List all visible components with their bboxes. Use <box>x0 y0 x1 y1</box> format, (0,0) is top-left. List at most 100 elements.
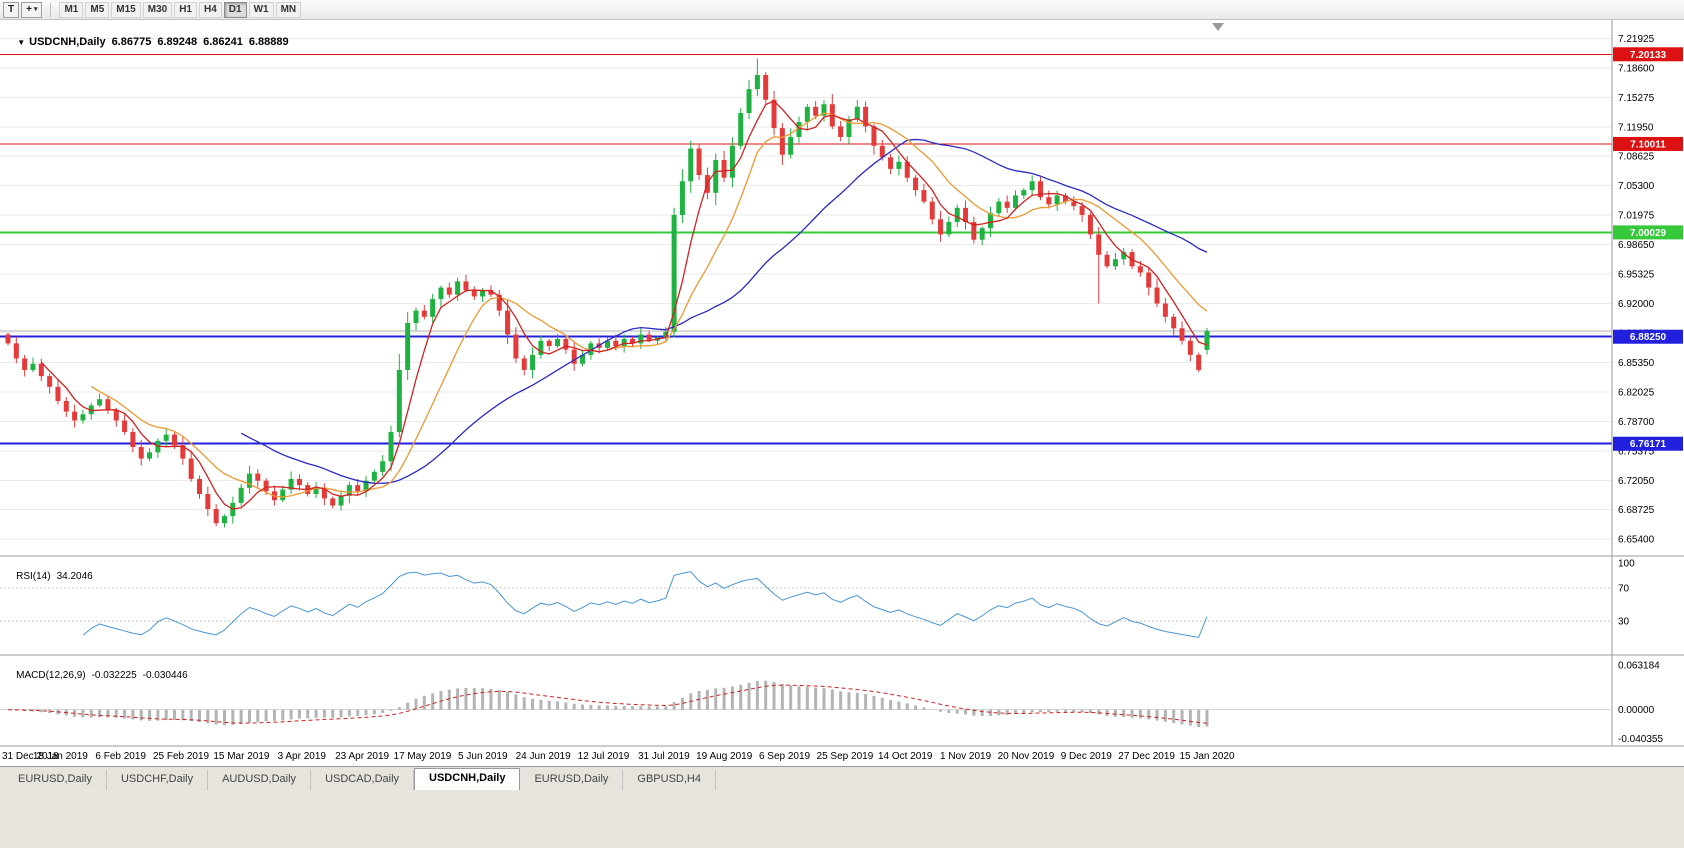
rsi-axis-tick: 100 <box>1618 559 1635 570</box>
price-axis-tick: 6.98650 <box>1618 240 1655 251</box>
toolbar-separator <box>50 2 52 17</box>
chart-template-button[interactable]: T <box>3 1 20 18</box>
chart-ohlc-header: ▼ USDCNH,Daily 6.86775 6.89248 6.86241 6.8888… <box>5 24 295 60</box>
price-axis-tick: 7.18600 <box>1618 63 1655 74</box>
time-axis[interactable] <box>0 746 1684 766</box>
price-axis-tick: 6.72050 <box>1618 476 1655 487</box>
price-tag-label: 6.88250 <box>1630 332 1667 343</box>
quote-high: 6.89248 <box>157 36 198 48</box>
timeframe-button-m5[interactable]: M5 <box>85 1 110 18</box>
chart-canvas: 7.21925 7.18600 7.15275 7.11950 7.08625 7.053… <box>0 20 1684 766</box>
date-label: 15 Jan 2020 <box>1179 751 1234 762</box>
timeframe-button-m1[interactable]: M1 <box>59 1 84 18</box>
price-axis-tick: 6.85350 <box>1618 358 1655 369</box>
quote-open: 6.86775 <box>111 36 152 48</box>
timeframe-button-mn[interactable]: MN <box>275 1 302 18</box>
price-axis-tick: 6.75375 <box>1618 446 1655 457</box>
collapse-arrow-icon: ▼ <box>17 38 26 47</box>
main-chart-plot-area[interactable] <box>0 28 1612 556</box>
date-label: 31 Dec 2018 <box>2 751 59 762</box>
chart-tab-6-gbpusd-h4[interactable]: GBPUSD,H4 <box>623 770 716 790</box>
rsi-axis-tick: 70 <box>1618 583 1630 594</box>
ma-fast-line <box>40 100 1208 510</box>
top-toolbar: T + ▾ M1 M5 M15 M30 H1 H4 D1 W1 MN <box>0 0 1684 20</box>
quote-close: 6.88889 <box>248 36 289 48</box>
price-axis-tick: 7.08625 <box>1618 152 1655 163</box>
chart-window: 7.21925 7.18600 7.15275 7.11950 7.08625 7.053… <box>0 20 1684 766</box>
date-label: 20 Nov 2019 <box>998 751 1055 762</box>
date-label: 6 Sep 2019 <box>759 751 811 762</box>
date-label: 25 Feb 2019 <box>153 751 210 762</box>
date-label: 12 Jul 2019 <box>578 751 630 762</box>
macd-signal-value: -0.030446 <box>142 670 188 681</box>
price-tag-label: 7.10011 <box>1630 139 1666 150</box>
chart-tab-3-usdcad-daily[interactable]: USDCAD,Daily <box>311 770 415 790</box>
rsi-header: RSI(14) 34.2046 <box>5 560 99 593</box>
date-label: 1 Nov 2019 <box>940 751 992 762</box>
rsi-axis-tick: 30 <box>1618 617 1630 628</box>
date-label: 23 Apr 2019 <box>335 751 389 762</box>
date-label: 18 Jan 2019 <box>33 751 88 762</box>
price-axis-tick: 7.15275 <box>1618 93 1655 104</box>
date-label: 17 May 2019 <box>394 751 452 762</box>
date-label: 19 Aug 2019 <box>696 751 753 762</box>
price-axis-tick: 6.82025 <box>1618 387 1655 398</box>
rsi-panel[interactable] <box>0 556 1612 655</box>
price-axis-tick: 6.68725 <box>1618 505 1655 516</box>
chart-tab-4-usdcnh-daily[interactable]: USDCNH,Daily <box>414 768 521 790</box>
date-label: 5 Jun 2019 <box>458 751 508 762</box>
price-tag <box>1613 329 1683 344</box>
price-tag <box>1613 225 1683 240</box>
date-label: 24 Jun 2019 <box>516 751 571 762</box>
chart-shift-marker-icon <box>1212 23 1224 31</box>
date-label: 6 Feb 2019 <box>95 751 146 762</box>
macd-axis-tick: -0.040355 <box>1618 734 1663 745</box>
price-tag-label: 6.76171 <box>1630 439 1667 450</box>
chart-tab-2-audusd-daily[interactable]: AUDUSD,Daily <box>208 770 312 790</box>
ma-slow-line <box>240 138 1208 484</box>
timeframe-button-h4[interactable]: H4 <box>198 1 222 18</box>
price-axis-tick: 6.65400 <box>1618 535 1655 546</box>
chart-tab-5-eurusd-daily[interactable]: EURUSD,Daily <box>520 770 624 790</box>
cursor-tool-button[interactable]: + ▾ <box>21 1 43 18</box>
macd-axis-tick: 0.00000 <box>1618 705 1655 716</box>
price-tag <box>1613 136 1683 151</box>
chart-tab-1-usdchf-daily[interactable]: USDCHF,Daily <box>107 770 209 790</box>
crosshair-icon: + <box>26 3 32 15</box>
date-label: 31 Jul 2019 <box>638 751 690 762</box>
price-tag <box>1613 47 1683 62</box>
price-axis-tick: 7.21925 <box>1618 34 1655 45</box>
price-axis-tick: 7.11950 <box>1618 122 1654 133</box>
timeframe-button-m15[interactable]: M15 <box>111 1 141 18</box>
price-axis-tick: 6.78700 <box>1618 417 1655 428</box>
symbol-label: USDCNH,Daily <box>29 36 106 48</box>
rsi-line <box>82 571 1208 638</box>
date-label: 15 Mar 2019 <box>213 751 270 762</box>
price-axis-tick: 6.92000 <box>1618 299 1655 310</box>
date-label: 25 Sep 2019 <box>817 751 874 762</box>
macd-label: MACD(12,26,9) <box>16 670 86 681</box>
rsi-value: 34.2046 <box>56 571 93 582</box>
timeframe-button-h1[interactable]: H1 <box>174 1 197 18</box>
price-axis-tick: 7.05300 <box>1618 181 1655 192</box>
timeframe-button-w1[interactable]: W1 <box>248 1 274 18</box>
price-tag <box>1613 436 1683 451</box>
price-axis-tick: 7.01975 <box>1618 211 1655 222</box>
quote-low: 6.86241 <box>203 36 243 48</box>
rsi-label: RSI(14) <box>16 571 51 582</box>
chevron-down-icon: ▾ <box>33 5 38 13</box>
price-axis-tick: 6.95325 <box>1618 270 1655 281</box>
date-label: 9 Dec 2019 <box>1061 751 1113 762</box>
macd-header: MACD(12,26,9) -0.032225 -0.030446 <box>5 659 194 692</box>
date-label: 27 Dec 2019 <box>1118 751 1175 762</box>
chart-tab-bar: EURUSD,Daily USDCHF,Daily AUDUSD,Daily USDC… <box>0 766 1684 790</box>
macd-panel[interactable] <box>0 655 1612 746</box>
timeframe-button-d1[interactable]: D1 <box>223 1 247 18</box>
price-tag-label: 7.00029 <box>1630 228 1667 239</box>
price-axis[interactable] <box>1612 20 1684 746</box>
timeframe-button-m30[interactable]: M30 <box>142 1 173 18</box>
macd-axis-tick: 0.063184 <box>1618 660 1660 671</box>
macd-signal-line <box>7 684 1208 724</box>
ma-medium-line <box>90 112 1208 498</box>
chart-tab-0-eurusd-daily[interactable]: EURUSD,Daily <box>4 770 107 790</box>
